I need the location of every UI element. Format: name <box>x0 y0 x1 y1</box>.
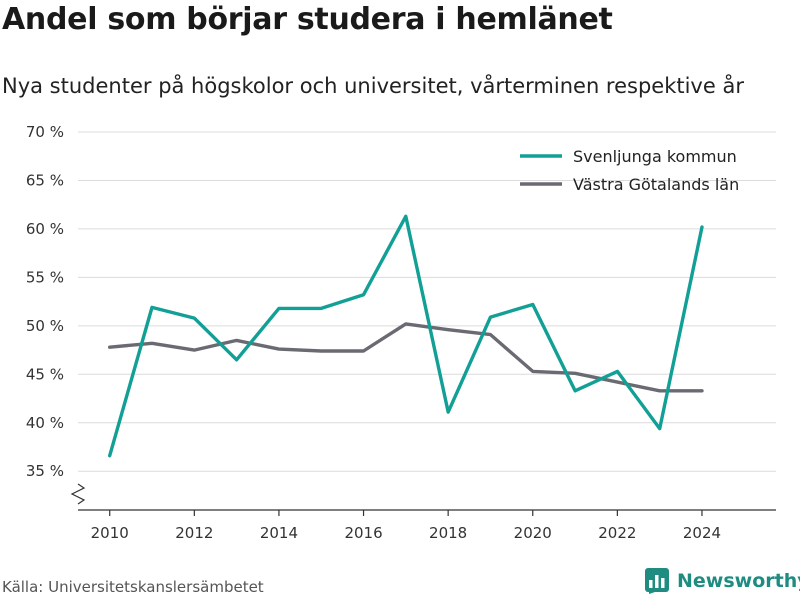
series-line <box>107 322 704 393</box>
x-tick-label: 2022 <box>598 524 636 542</box>
x-tick-label: 2018 <box>429 524 467 542</box>
y-tick-label: 70 % <box>26 123 64 141</box>
brand-logo: Newsworthy <box>645 568 800 594</box>
x-axis: 2010 2012 2014 2016 2018 2020 2022 2024 <box>78 509 776 542</box>
y-tick-label: 45 % <box>26 365 64 383</box>
source-note: Källa: Universitetskanslersämbetet <box>2 578 264 596</box>
x-tick-label: 2020 <box>514 524 552 542</box>
y-tick-label: 55 % <box>26 268 64 286</box>
x-tick-label: 2010 <box>91 524 129 542</box>
x-tick-label: 2024 <box>683 524 721 542</box>
bar-chart-logo-icon <box>645 568 669 594</box>
x-tick-label: 2012 <box>175 524 213 542</box>
series-lines <box>107 214 704 458</box>
series-line <box>107 214 704 458</box>
x-tick-label: 2014 <box>260 524 298 542</box>
grid-lines <box>78 131 776 472</box>
axis-break-icon <box>70 483 86 505</box>
x-tick-label: 2016 <box>344 524 382 542</box>
brand-name: Newsworthy <box>677 570 800 592</box>
chart-subtitle: Nya studenter på högskolor och universit… <box>2 74 744 98</box>
y-axis-ticks: 35 % 40 % 45 % 50 % 55 % 60 % 65 % 70 % <box>26 123 86 505</box>
y-tick-label: 50 % <box>26 317 64 335</box>
legend-label: Svenljunga kommun <box>573 147 737 166</box>
legend-label: Västra Götalands län <box>573 175 739 194</box>
y-tick-label: 40 % <box>26 414 64 432</box>
chart-title: Andel som börjar studera i hemlänet <box>2 2 613 37</box>
y-tick-label: 65 % <box>26 171 64 189</box>
y-tick-label: 60 % <box>26 220 64 238</box>
y-tick-label: 35 % <box>26 462 64 480</box>
legend: Svenljunga kommun Västra Götalands län <box>520 147 739 194</box>
